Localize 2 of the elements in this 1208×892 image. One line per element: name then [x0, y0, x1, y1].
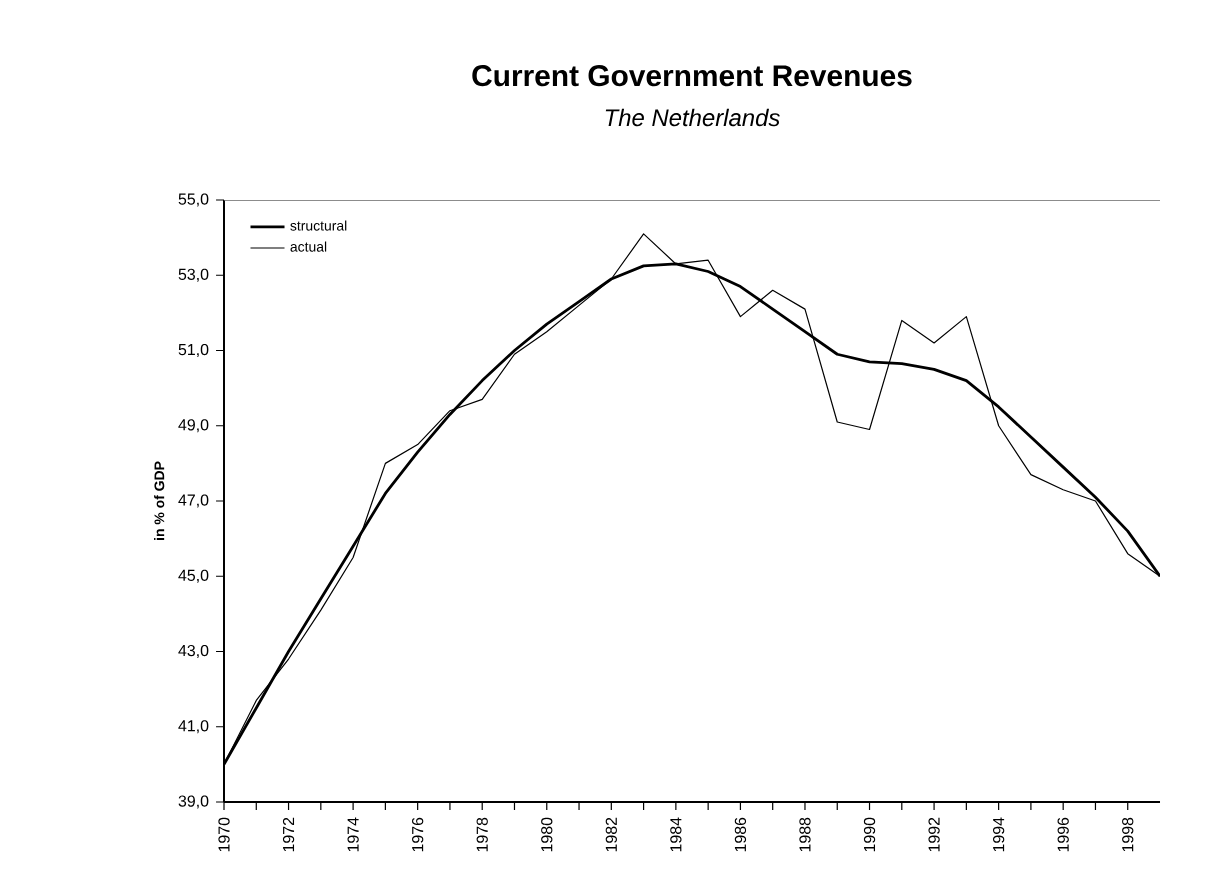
chart-subtitle: The Netherlands: [605, 108, 780, 127]
chart-title: Current Government Revenues: [472, 65, 912, 87]
